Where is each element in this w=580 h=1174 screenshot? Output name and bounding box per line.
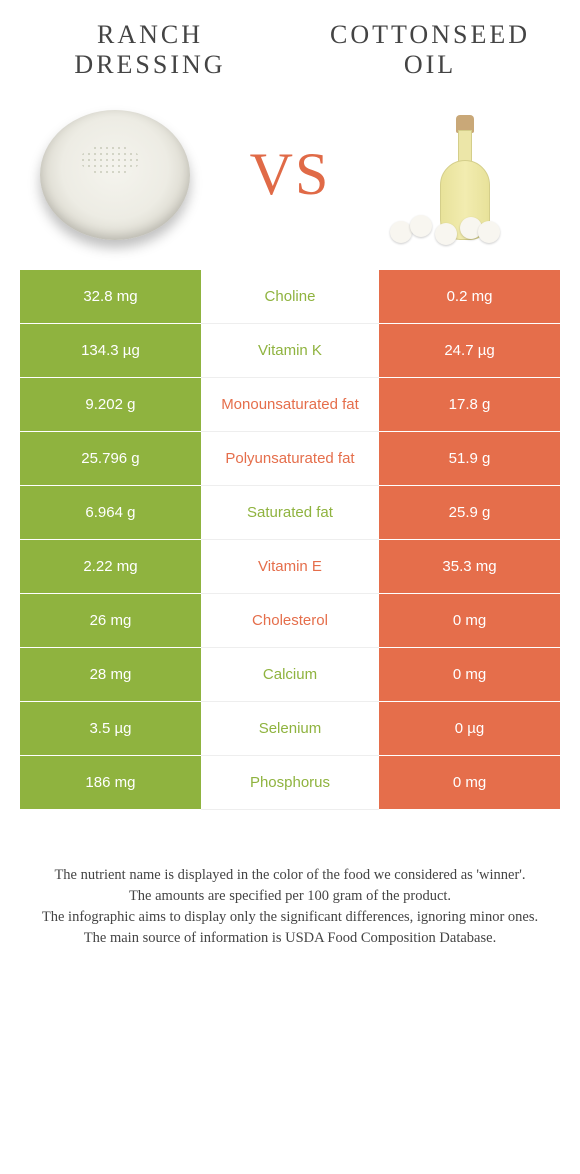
ranch-bowl-icon: [40, 110, 190, 240]
left-value-cell: 25.796 g: [20, 432, 201, 486]
right-value-cell: 0 µg: [379, 702, 560, 756]
oil-bottle-icon: [430, 110, 500, 240]
table-row: 186 mgPhosphorus0 mg: [20, 756, 560, 810]
nutrient-label-cell: Calcium: [201, 648, 379, 702]
right-value-cell: 24.7 µg: [379, 324, 560, 378]
left-value-cell: 134.3 µg: [20, 324, 201, 378]
infographic-container: RANCH DRESSING COTTONSEED OIL VS 32.8: [0, 0, 580, 969]
right-value-cell: 25.9 g: [379, 486, 560, 540]
table-row: 9.202 gMonounsaturated fat17.8 g: [20, 378, 560, 432]
footer-notes: The nutrient name is displayed in the co…: [0, 810, 580, 969]
footer-line: The nutrient name is displayed in the co…: [40, 865, 540, 886]
right-value-cell: 35.3 mg: [379, 540, 560, 594]
left-value-cell: 32.8 mg: [20, 270, 201, 324]
left-value-cell: 28 mg: [20, 648, 201, 702]
left-value-cell: 186 mg: [20, 756, 201, 810]
nutrient-label-cell: Polyunsaturated fat: [201, 432, 379, 486]
footer-line: The main source of information is USDA F…: [40, 928, 540, 949]
nutrient-label-cell: Phosphorus: [201, 756, 379, 810]
right-value-cell: 0 mg: [379, 648, 560, 702]
nutrient-label-cell: Cholesterol: [201, 594, 379, 648]
left-food-image: [30, 100, 200, 250]
right-food-image: [380, 100, 550, 250]
right-value-cell: 51.9 g: [379, 432, 560, 486]
left-value-cell: 2.22 mg: [20, 540, 201, 594]
left-food-title: RANCH DRESSING: [40, 20, 260, 80]
vs-label: VS: [250, 140, 331, 209]
nutrient-label-cell: Vitamin E: [201, 540, 379, 594]
table-row: 26 mgCholesterol0 mg: [20, 594, 560, 648]
right-value-cell: 0 mg: [379, 594, 560, 648]
table-row: 28 mgCalcium0 mg: [20, 648, 560, 702]
images-row: VS: [0, 90, 580, 270]
nutrient-label-cell: Vitamin K: [201, 324, 379, 378]
right-food-title: COTTONSEED OIL: [320, 20, 540, 80]
left-value-cell: 9.202 g: [20, 378, 201, 432]
table-row: 6.964 gSaturated fat25.9 g: [20, 486, 560, 540]
left-value-cell: 6.964 g: [20, 486, 201, 540]
table-row: 134.3 µgVitamin K24.7 µg: [20, 324, 560, 378]
nutrient-label-cell: Choline: [201, 270, 379, 324]
right-value-cell: 17.8 g: [379, 378, 560, 432]
left-value-cell: 26 mg: [20, 594, 201, 648]
header-row: RANCH DRESSING COTTONSEED OIL: [0, 0, 580, 90]
nutrient-table: 32.8 mgCholine0.2 mg134.3 µgVitamin K24.…: [20, 270, 560, 810]
nutrient-label-cell: Saturated fat: [201, 486, 379, 540]
right-value-cell: 0 mg: [379, 756, 560, 810]
footer-line: The amounts are specified per 100 gram o…: [40, 886, 540, 907]
table-row: 3.5 µgSelenium0 µg: [20, 702, 560, 756]
left-value-cell: 3.5 µg: [20, 702, 201, 756]
table-row: 32.8 mgCholine0.2 mg: [20, 270, 560, 324]
nutrient-label-cell: Monounsaturated fat: [201, 378, 379, 432]
right-value-cell: 0.2 mg: [379, 270, 560, 324]
footer-line: The infographic aims to display only the…: [40, 907, 540, 928]
nutrient-label-cell: Selenium: [201, 702, 379, 756]
table-row: 25.796 gPolyunsaturated fat51.9 g: [20, 432, 560, 486]
table-row: 2.22 mgVitamin E35.3 mg: [20, 540, 560, 594]
